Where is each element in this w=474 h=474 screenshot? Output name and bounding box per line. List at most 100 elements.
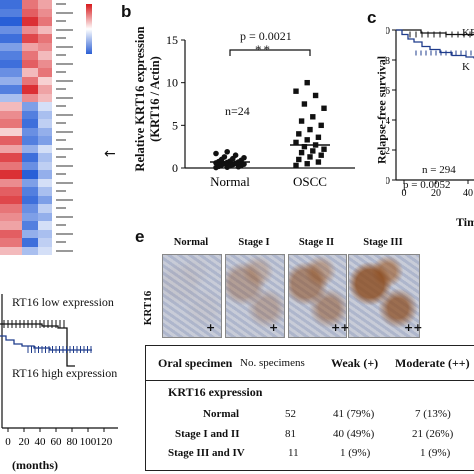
y-tick-label: 0.2 <box>386 146 390 157</box>
table-row-moderate-1: 21 (26%) <box>412 428 454 440</box>
heatmap-row <box>0 34 117 43</box>
point-oscc <box>310 148 316 154</box>
x-tick-label: 40 <box>35 436 47 448</box>
heatmap-cell <box>22 229 38 238</box>
significance-bracket <box>229 49 311 56</box>
heatmap-cell <box>0 170 22 179</box>
ihc-title: Normal <box>173 237 209 248</box>
x-tick-label: 80 <box>67 436 79 448</box>
heatmap-gene-label <box>52 144 82 153</box>
heatmap-cell <box>22 161 38 170</box>
table-header-weak: Weak (+) <box>331 356 379 370</box>
ihc-score: ++ <box>404 321 423 334</box>
heatmap-cell <box>38 119 52 128</box>
panel-b-n-label: n=24 <box>225 104 250 118</box>
heatmap-cell <box>38 136 52 145</box>
point-oscc <box>298 149 305 156</box>
heatmap-gene-label-mark <box>56 241 66 243</box>
heatmap-cell <box>0 187 22 196</box>
heatmap-gene-label-mark <box>56 54 66 56</box>
heatmap-row <box>0 17 117 26</box>
heatmap-row <box>0 161 117 170</box>
heatmap-cell <box>22 119 38 128</box>
heatmap-gene-label <box>52 51 82 60</box>
point-oscc <box>296 156 302 163</box>
heatmap-gene-label-mark <box>56 96 73 99</box>
heatmap-cell <box>0 25 22 34</box>
ihc-score: ++ <box>331 321 350 334</box>
point-oscc <box>315 159 322 165</box>
panel-e-ylabel-text: KRT16 <box>142 290 154 326</box>
heatmap-cell <box>0 238 22 247</box>
heatmap-gene-label <box>52 85 82 94</box>
panel-label-c: c <box>367 8 377 27</box>
y-tick-label: 0.4 <box>386 116 390 127</box>
ihc-image <box>225 254 285 338</box>
heatmap-gene-label <box>52 68 82 77</box>
heatmap-cell <box>22 238 38 247</box>
heatmap-cell <box>22 127 38 136</box>
heatmap-row <box>0 8 117 17</box>
heatmap-cell <box>38 0 52 9</box>
heatmap-gene-label <box>52 221 82 230</box>
heatmap-cell <box>38 153 52 162</box>
table-row-moderate-2: 1 (9%) <box>420 447 451 459</box>
heatmap-row <box>0 238 117 247</box>
point-normal <box>221 154 228 160</box>
panel-label-e: e <box>135 227 145 246</box>
point-oscc <box>321 146 327 152</box>
km-curve-high <box>0 335 92 351</box>
heatmap-cell <box>22 178 38 187</box>
heatmap-gene-label <box>52 34 82 43</box>
heatmap-cell <box>22 187 38 196</box>
table-header-divider <box>146 380 474 381</box>
heatmap-cell <box>22 0 38 9</box>
heatmap-cell <box>0 76 22 85</box>
x-tick-label: Normal <box>210 174 250 189</box>
heatmap-gene-label <box>52 229 82 238</box>
point-oscc <box>307 126 313 133</box>
table-row-moderate-0: 7 (13%) <box>415 408 451 420</box>
heatmap-gene-label-mark <box>56 156 66 158</box>
heatmap-row <box>0 229 117 238</box>
heatmap-gene-label <box>52 187 82 196</box>
heatmap-gene-label <box>52 25 82 34</box>
heatmap-row <box>0 187 117 196</box>
heatmap-gene-label-mark <box>56 164 73 167</box>
heatmap-gene-label-mark <box>56 147 73 150</box>
heatmap-gene-label-mark <box>56 71 66 73</box>
point-oscc <box>293 162 299 169</box>
heatmap-gene-label-mark <box>56 139 66 141</box>
panel-b-chart: 0 5 10 15 Normal OSCC <box>166 33 355 189</box>
heatmap-cell <box>0 110 22 119</box>
point-oscc <box>293 139 299 146</box>
panel-d-legend-high: RT16 high expression <box>12 366 118 380</box>
heatmap-cell <box>22 204 38 213</box>
heatmap-gene-label-mark <box>56 232 73 235</box>
heatmap-gene-label <box>52 59 82 68</box>
heatmap-cell <box>38 59 52 68</box>
table-row-label-1: Stage I and II <box>175 428 240 440</box>
heatmap-row <box>0 59 117 68</box>
heatmap-cell <box>0 246 22 255</box>
heatmap-row <box>0 76 117 85</box>
panel-d-chart: 0 20 40 60 80 100 120 <box>0 294 118 448</box>
heatmap-row <box>0 85 117 94</box>
y-tick-label: 0.0 <box>386 176 390 187</box>
heatmap-cell <box>0 153 22 162</box>
heatmap-cell <box>22 85 38 94</box>
heatmap-cell <box>22 195 38 204</box>
heatmap-row <box>0 221 117 230</box>
heatmap-cell <box>38 195 52 204</box>
heatmap-cell <box>22 136 38 145</box>
table-header-moderate: Moderate (++) <box>395 356 470 370</box>
heatmap-row <box>0 0 117 9</box>
ihc-title: Stage III <box>363 237 403 248</box>
km-curve-low <box>0 323 75 367</box>
table-row-n-2: 11 <box>288 447 299 459</box>
x-tick-label: 20 <box>19 436 31 448</box>
heatmap-cell <box>0 42 22 51</box>
heatmap-cell <box>38 25 52 34</box>
heatmap-cell <box>38 229 52 238</box>
heatmap-cell <box>38 93 52 102</box>
